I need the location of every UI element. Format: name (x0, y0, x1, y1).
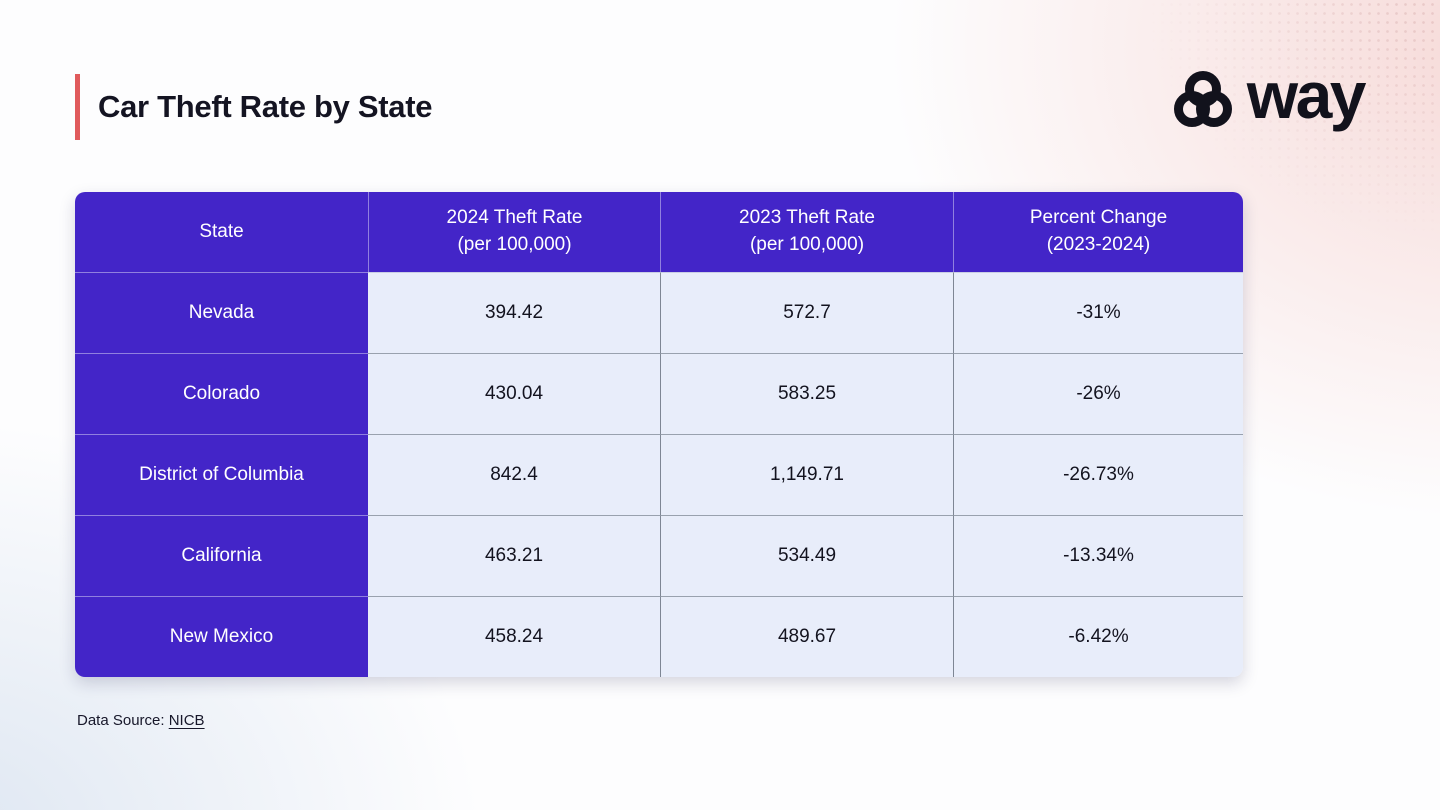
data-source-label: Data Source: (77, 712, 165, 729)
value-cell: 463.21 (368, 515, 660, 596)
value-cell: -26.73% (953, 434, 1243, 515)
state-cell-district-of-columbia: District of Columbia (75, 434, 368, 515)
value-cell: 458.24 (368, 596, 660, 677)
state-cell-california: California (75, 515, 368, 596)
page-title: Car Theft Rate by State (98, 89, 433, 124)
value-cell: -13.34% (953, 515, 1243, 596)
column-header-2024-theft-rate: 2024 Theft Rate (per 100,000) (368, 192, 660, 272)
value-cell: 489.67 (660, 596, 953, 677)
state-cell-new-mexico: New Mexico (75, 596, 368, 677)
column-header-state: State (75, 192, 368, 272)
value-cell: 430.04 (368, 353, 660, 434)
value-cell: -26% (953, 353, 1243, 434)
column-header-2023-theft-rate: 2023 Theft Rate (per 100,000) (660, 192, 953, 272)
data-source-link[interactable]: NICB (168, 712, 205, 729)
theft-rate-table: State 2024 Theft Rate (per 100,000) 2023 Th… (75, 192, 1243, 677)
way-logo: way (1171, 58, 1367, 135)
value-cell: 534.49 (660, 515, 953, 596)
value-cell: 394.42 (368, 272, 660, 353)
title-accent-bar (75, 74, 80, 140)
state-cell-colorado: Colorado (75, 353, 368, 434)
value-cell: -6.42% (953, 596, 1243, 677)
state-cell-nevada: Nevada (75, 272, 368, 353)
page-header: Car Theft Rate by State (75, 74, 432, 140)
way-knot-icon (1171, 70, 1235, 132)
value-cell: 1,149.71 (660, 434, 953, 515)
value-cell: 842.4 (368, 434, 660, 515)
value-cell: -31% (953, 272, 1243, 353)
way-logo-text: way (1246, 58, 1367, 132)
value-cell: 583.25 (660, 353, 953, 434)
value-cell: 572.7 (660, 272, 953, 353)
column-header-percent-change: Percent Change (2023-2024) (953, 192, 1243, 272)
data-source: Data Source: NICB (77, 712, 205, 729)
